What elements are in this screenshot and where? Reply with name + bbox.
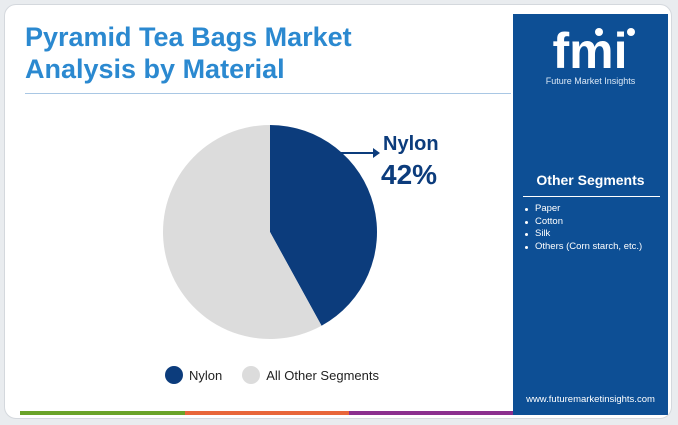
list-item: Others (Corn starch, etc.) <box>523 241 642 254</box>
callout-label: Nylon <box>383 133 439 155</box>
list-item: Silk <box>523 228 642 241</box>
title-line-2: Analysis by Material <box>25 54 285 84</box>
legend-item-nylon: Nylon <box>165 366 222 384</box>
callout-arrow-icon <box>373 148 380 158</box>
logo-subtitle: Future Market Insights <box>545 76 636 86</box>
chart-card: Pyramid Tea Bags Market Analysis by Mate… <box>4 4 672 419</box>
list-item: Paper <box>523 203 642 216</box>
callout-value: 42% <box>381 159 438 190</box>
legend-label-nylon: Nylon <box>189 367 223 383</box>
title-divider <box>25 93 511 94</box>
logo-dot-icon <box>627 28 635 36</box>
other-segments-divider <box>523 196 660 197</box>
bottom-bar-orange <box>184 411 350 415</box>
pie-slice-nylon <box>270 125 377 326</box>
website-url[interactable]: www.futuremarketinsights.com <box>526 394 655 405</box>
brand-sidebar: fmi Future Market Insights Other Segment… <box>513 14 668 415</box>
legend-swatch-nylon <box>165 366 183 384</box>
logo-dot-icon <box>595 28 603 36</box>
pie-slice-all-other-segments <box>162 125 322 339</box>
bottom-bar-green <box>20 411 185 415</box>
bottom-bar-purple <box>349 411 515 415</box>
title-line-1: Pyramid Tea Bags Market <box>25 22 352 52</box>
other-segments-heading: Other Segments <box>536 172 645 188</box>
fmi-logo: fmi <box>553 24 635 74</box>
pie-chart <box>162 125 380 339</box>
list-item: Cotton <box>523 216 642 229</box>
other-segments-list: Paper Cotton Silk Others (Corn starch, e… <box>523 203 642 253</box>
chart-title: Pyramid Tea Bags Market Analysis by Mate… <box>25 21 352 85</box>
legend-item-other: All Other Segments <box>242 366 379 384</box>
legend-swatch-other <box>242 366 261 384</box>
legend: Nylon All Other Segments <box>165 366 399 384</box>
logo-text: fmi <box>553 24 628 74</box>
bottom-color-bar <box>20 411 515 415</box>
legend-label-other: All Other Segments <box>266 367 379 383</box>
